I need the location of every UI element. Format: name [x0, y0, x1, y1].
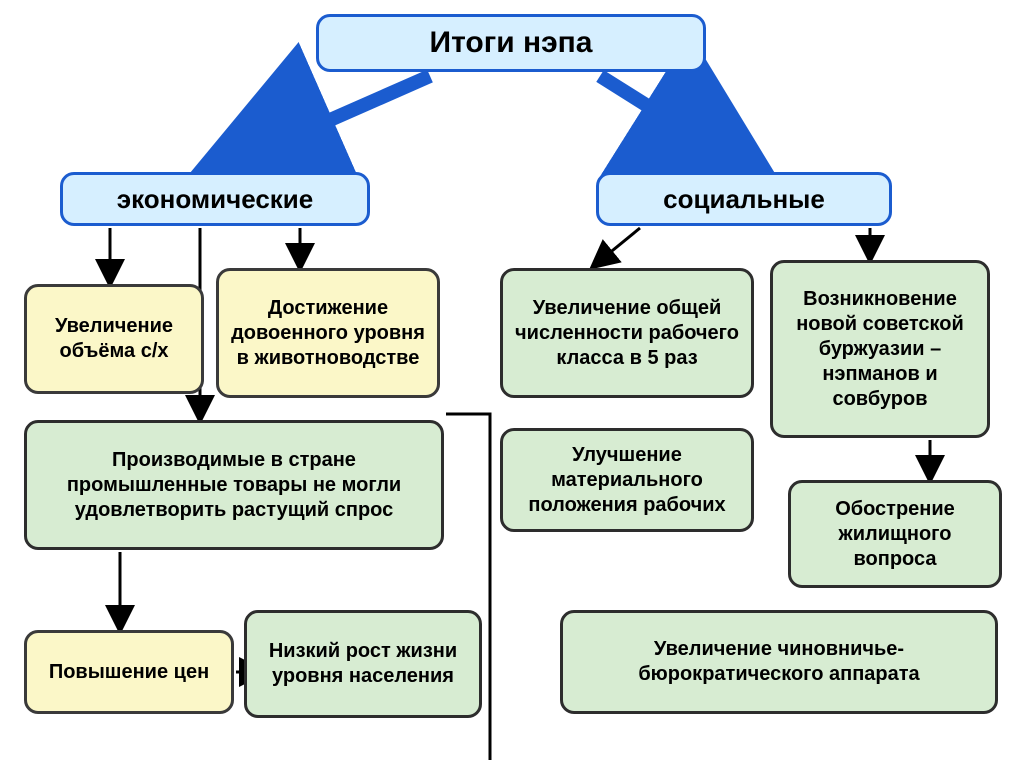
big-arrow-0 — [230, 76, 430, 164]
node-soc3: Улучшение материального положения рабочи… — [500, 428, 754, 532]
node-econ3: Производимые в стране промышленные товар… — [24, 420, 444, 550]
node-soc2: Возникновение новой советской буржуазии … — [770, 260, 990, 438]
node-econ4: Повышение цен — [24, 630, 234, 714]
node-soc5: Увеличение чиновничье-бюрократического а… — [560, 610, 998, 714]
node-social: социальные — [596, 172, 892, 226]
big-arrow-1 — [600, 76, 740, 164]
node-title: Итоги нэпа — [316, 14, 706, 72]
node-soc1: Увеличение общей численности рабочего кл… — [500, 268, 754, 398]
node-soc4: Обострение жилищного вопроса — [788, 480, 1002, 588]
node-econ: экономические — [60, 172, 370, 226]
small-arrow-5 — [596, 228, 640, 264]
node-econ1: Увеличение объёма с/х — [24, 284, 204, 394]
node-econ5: Низкий рост жизни уровня населения — [244, 610, 482, 718]
node-econ2: Достижение довоенного уровня в животново… — [216, 268, 440, 398]
